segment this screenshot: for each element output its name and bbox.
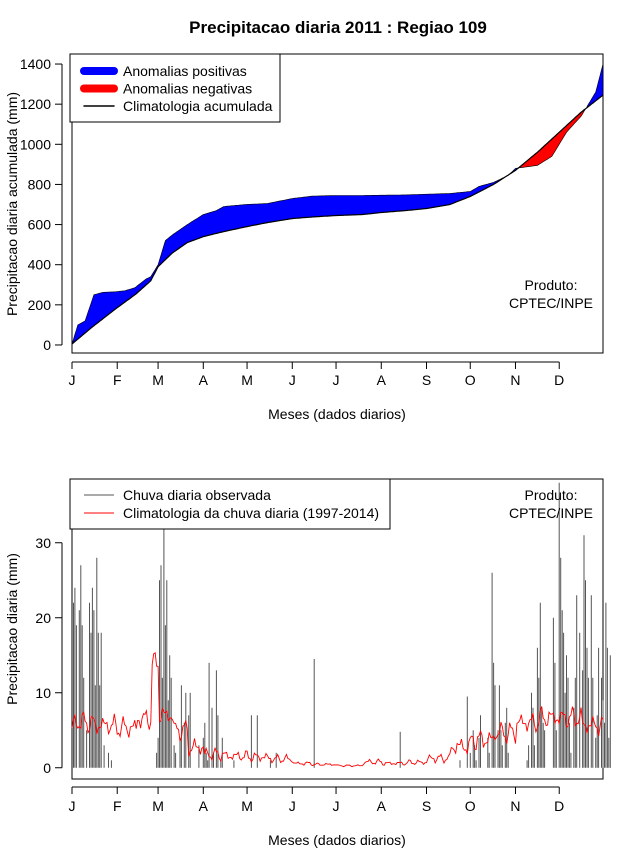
cumulative-y-tick-label: 1000	[20, 136, 51, 152]
cumulative-y-tick-label: 800	[28, 176, 52, 192]
cumulative-x-tick-label: M	[241, 372, 253, 388]
chart-title: Precipitacao diaria 2011 : Regiao 109	[189, 18, 487, 37]
positive-anomaly-area	[71, 176, 506, 345]
daily-x-tick-label: M	[241, 798, 253, 814]
daily-x-tick-label: A	[377, 798, 387, 814]
cumulative-y-tick-label: 400	[28, 257, 52, 273]
cumulative-legend-label: Anomalias positivas	[123, 63, 247, 79]
cumulative-x-tick-label: S	[422, 372, 431, 388]
cumulative-x-tick-label: A	[377, 372, 387, 388]
cumulative-y-tick-label: 1400	[20, 56, 51, 72]
cumulative-legend-label: Anomalias negativas	[123, 81, 252, 97]
daily-x-tick-label: M	[152, 798, 164, 814]
cumulative-y-label: Precipitacao diaria acumulada (mm)	[4, 92, 20, 316]
daily-y-label: Precipitacao diaria (mm)	[4, 553, 20, 705]
daily-x-tick-label: N	[510, 798, 520, 814]
product-source: CPTEC/INPE	[509, 295, 593, 311]
cumulative-plot-frame	[71, 53, 604, 354]
daily-x-tick-label: J	[333, 798, 340, 814]
daily-x-label: Meses (dados diarios)	[268, 832, 406, 848]
daily-legend-label: Chuva diaria observada	[123, 487, 271, 503]
cumulative-x-label: Meses (dados diarios)	[268, 406, 406, 422]
daily-x-tick-label: F	[113, 798, 122, 814]
cumulative-x-tick-label: M	[152, 372, 164, 388]
product-label: Produto:	[525, 277, 578, 293]
cumulative-legend-label: Climatologia acumulada	[123, 98, 273, 114]
cumulative-x-tick-label: A	[199, 372, 209, 388]
cumulative-y-tick-label: 200	[28, 297, 52, 313]
daily-x-tick-label: D	[554, 798, 564, 814]
daily-legend	[69, 478, 391, 530]
daily-x-tick-label: J	[69, 798, 76, 814]
daily-x-tick-label: J	[289, 798, 296, 814]
cumulative-y-tick-label: 1200	[20, 96, 51, 112]
daily-y-tick-label: 20	[35, 610, 51, 626]
daily-y-tick-label: 30	[35, 535, 51, 551]
cumulative-x-tick-label: F	[113, 372, 122, 388]
daily-legend-label: Climatologia da chuva diaria (1997-2014)	[123, 505, 379, 521]
climatology-cumulative-line	[71, 94, 604, 345]
daily-product-label: Produto:	[525, 487, 578, 503]
cumulative-x-tick-label: D	[554, 372, 564, 388]
climatology-daily-line	[71, 652, 604, 768]
daily-y-tick-label: 10	[35, 685, 51, 701]
cumulative-x-tick-label: J	[289, 372, 296, 388]
cumulative-y-tick-label: 600	[28, 217, 52, 233]
daily-y-tick-label: 0	[43, 760, 51, 776]
cumulative-y-tick-label: 0	[43, 337, 51, 353]
cumulative-x-tick-label: N	[510, 372, 520, 388]
daily-x-tick-label: A	[199, 798, 209, 814]
daily-x-tick-label: O	[465, 798, 476, 814]
cumulative-x-tick-label: J	[333, 372, 340, 388]
daily-x-tick-label: S	[422, 798, 431, 814]
cumulative-x-tick-label: O	[465, 372, 476, 388]
cumulative-x-tick-label: J	[69, 372, 76, 388]
daily-product-source: CPTEC/INPE	[509, 505, 593, 521]
